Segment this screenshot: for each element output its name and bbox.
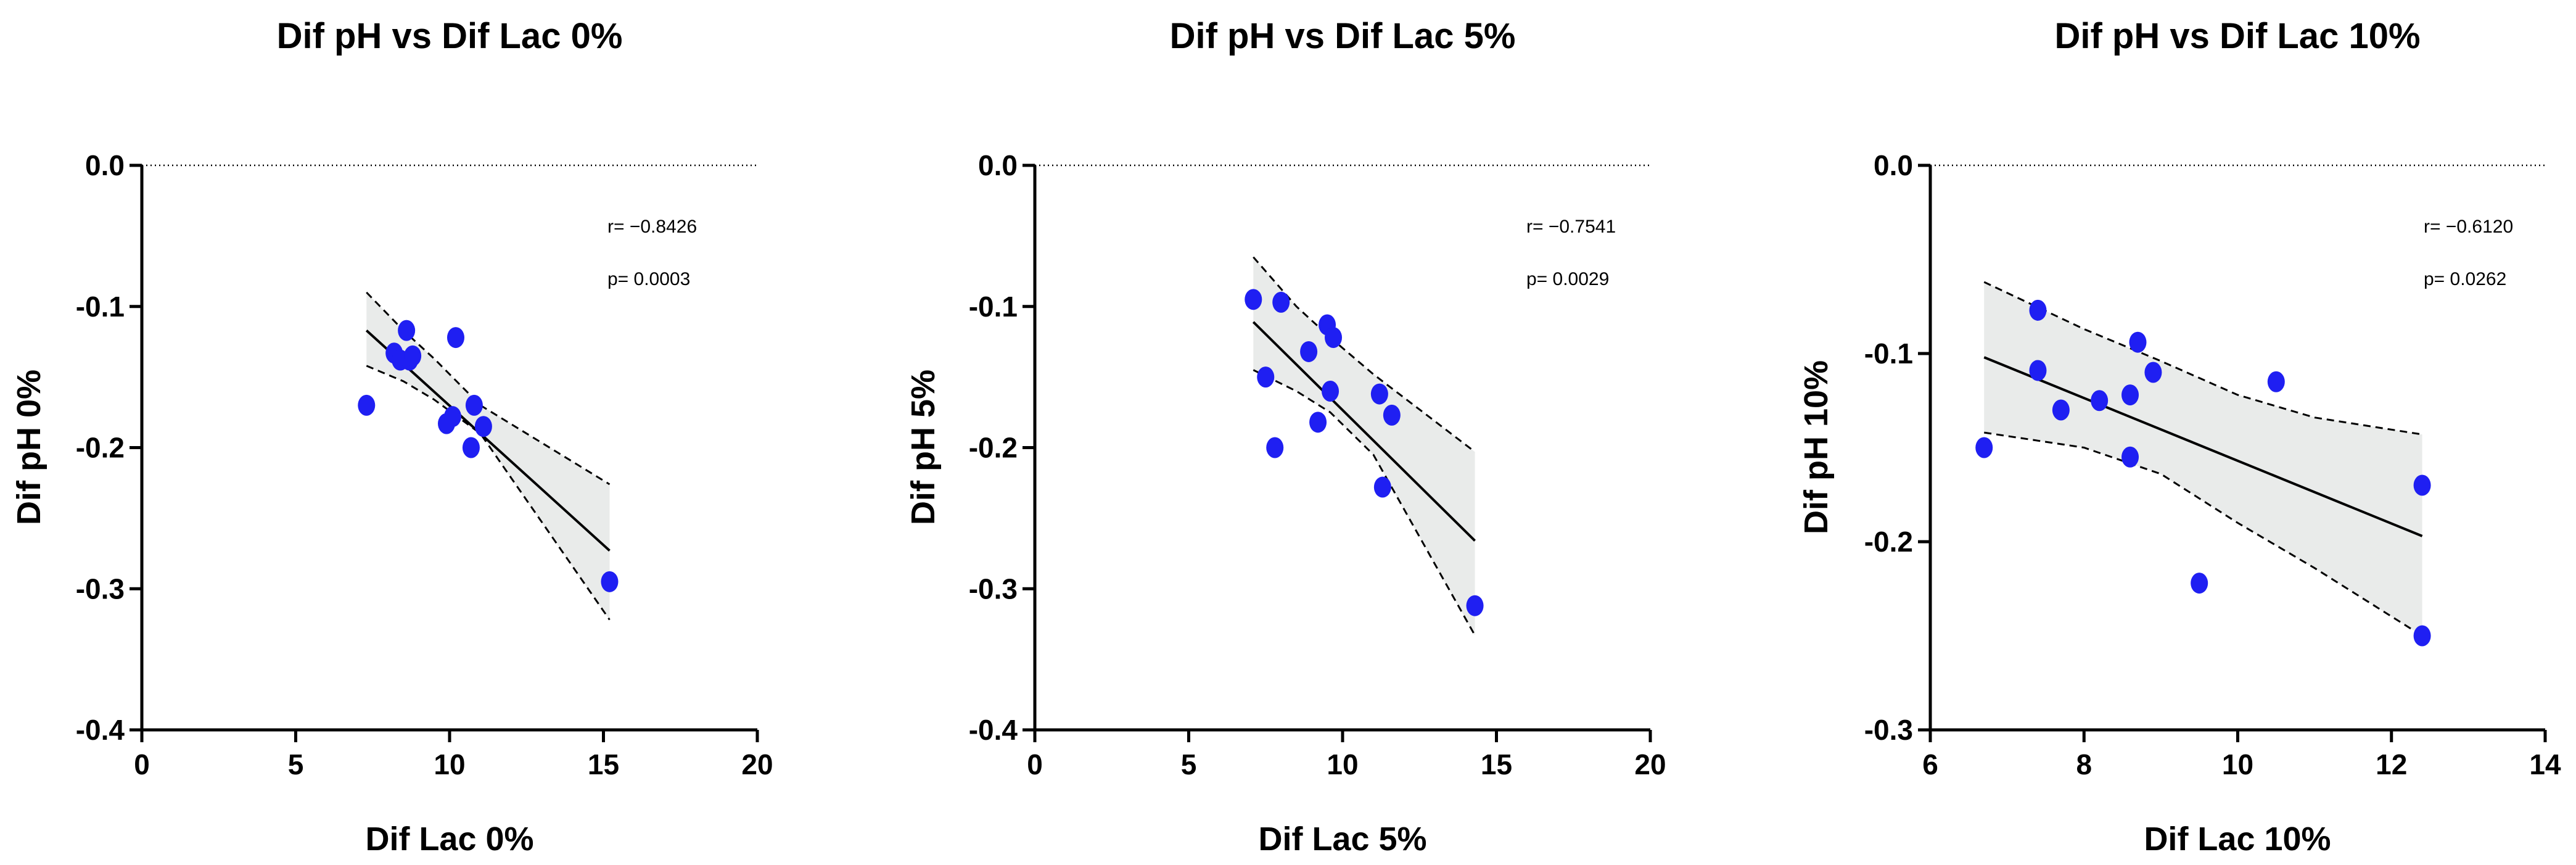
x-tick-label: 14 — [2529, 748, 2561, 780]
confidence-band — [366, 292, 610, 620]
chart-title: Dif pH vs Dif Lac 5% — [1170, 16, 1516, 56]
ci-upper-curve — [366, 291, 611, 486]
chart-title: Dif pH vs Dif Lac 10% — [2054, 16, 2420, 56]
ci-lower-curve — [366, 365, 611, 621]
x-tick-label: 0 — [134, 748, 150, 780]
x-tick-label: 5 — [288, 748, 304, 780]
y-tick-label: -0.1 — [76, 291, 125, 323]
x-tick-label: 10 — [2222, 748, 2253, 780]
ci-upper-curve — [1983, 281, 2422, 436]
data-point — [1257, 366, 1275, 388]
data-point — [2413, 625, 2431, 647]
y-tick-label: -0.4 — [969, 714, 1018, 746]
data-point — [2052, 399, 2070, 421]
x-axis-label: Dif Lac 0% — [365, 821, 533, 858]
ci-lower-curve — [1253, 369, 1476, 636]
p-value-label: p= 0.0029 — [1526, 269, 1609, 289]
y-tick-label: -0.1 — [969, 291, 1018, 323]
data-point — [462, 437, 480, 458]
x-tick-label: 6 — [1922, 748, 1938, 780]
chart-panel-lac-10: Dif pH vs Dif Lac 10% 0.0 -0.1 -0.2 -0.3 6 8 10… — [1798, 16, 2561, 858]
y-axis-label: Dif pH 0% — [10, 370, 47, 525]
data-point — [2121, 384, 2139, 406]
y-tick-label: -0.2 — [969, 432, 1018, 464]
data-point — [443, 406, 461, 428]
data-point — [465, 394, 483, 416]
data-point — [1373, 476, 1391, 498]
chart-panel-lac-5: Dif pH vs Dif Lac 5% 0.0 -0.1 -0.2 -0.3 -0.4 0… — [905, 16, 1666, 858]
y-axis-label: Dif pH 10% — [1798, 360, 1835, 534]
data-point — [1309, 412, 1327, 433]
y-tick-label: -0.2 — [76, 432, 125, 464]
y-tick-label: -0.3 — [76, 573, 125, 605]
correlation-r-label: r= −0.8426 — [607, 217, 697, 237]
data-point — [1975, 437, 1993, 458]
y-tick-label: -0.3 — [969, 573, 1018, 605]
data-point — [1370, 383, 1388, 405]
x-tick-label: 5 — [1181, 748, 1197, 780]
x-tick-label: 20 — [1634, 748, 1666, 780]
x-axis-label: Dif Lac 10% — [2144, 821, 2331, 858]
data-point — [398, 320, 416, 341]
p-value-label: p= 0.0003 — [607, 269, 690, 289]
chart-panel-lac-0: Dif pH vs Dif Lac 0% 0.0 -0.1 -0.2 -0.3 -0.4 0… — [10, 16, 773, 858]
y-tick-label: 0.0 — [85, 149, 125, 181]
data-point — [2029, 299, 2047, 321]
regression-line — [1252, 321, 1476, 542]
data-point — [2144, 362, 2162, 383]
data-point — [2413, 474, 2431, 496]
data-point — [1266, 437, 1284, 458]
y-tick-label: 0.0 — [978, 149, 1018, 181]
y-tick-label: -0.1 — [1864, 337, 1913, 370]
regression-line — [1983, 356, 2423, 537]
data-point — [1383, 404, 1401, 426]
x-tick-label: 0 — [1027, 748, 1043, 780]
x-tick-label: 15 — [1481, 748, 1512, 780]
data-point — [1322, 381, 1339, 402]
correlation-r-label: r= −0.7541 — [1526, 217, 1616, 237]
data-point — [2121, 446, 2139, 468]
ci-lower-curve — [1984, 431, 2423, 637]
data-point — [1300, 341, 1318, 362]
x-tick-label: 10 — [434, 748, 465, 780]
correlation-r-label: r= −0.6120 — [2424, 217, 2513, 237]
x-tick-label: 8 — [2076, 748, 2092, 780]
y-tick-label: -0.2 — [1864, 526, 1913, 558]
data-point — [474, 416, 492, 437]
x-tick-label: 12 — [2376, 748, 2407, 780]
y-tick-label: -0.4 — [76, 714, 125, 746]
data-point — [2267, 371, 2285, 392]
y-tick-label: -0.3 — [1864, 714, 1913, 746]
x-tick-label: 20 — [741, 748, 773, 780]
data-point — [2091, 390, 2109, 412]
x-tick-label: 10 — [1327, 748, 1358, 780]
data-point — [1325, 327, 1343, 349]
y-tick-label: 0.0 — [1874, 149, 1913, 181]
x-axis-label: Dif Lac 5% — [1258, 821, 1426, 858]
confidence-band — [1984, 282, 2422, 636]
p-value-label: p= 0.0262 — [2424, 269, 2506, 289]
data-point — [404, 345, 422, 366]
data-point — [1466, 595, 1484, 616]
chart-title: Dif pH vs Dif Lac 0% — [277, 16, 623, 56]
data-point — [1245, 289, 1262, 310]
data-point — [2029, 360, 2047, 381]
data-point — [1272, 291, 1290, 313]
data-point — [601, 571, 619, 592]
x-tick-label: 15 — [588, 748, 619, 780]
data-point — [358, 394, 376, 416]
data-point — [2191, 573, 2208, 594]
y-axis-label: Dif pH 5% — [905, 370, 942, 525]
data-point — [446, 327, 464, 349]
data-point — [2129, 331, 2147, 353]
